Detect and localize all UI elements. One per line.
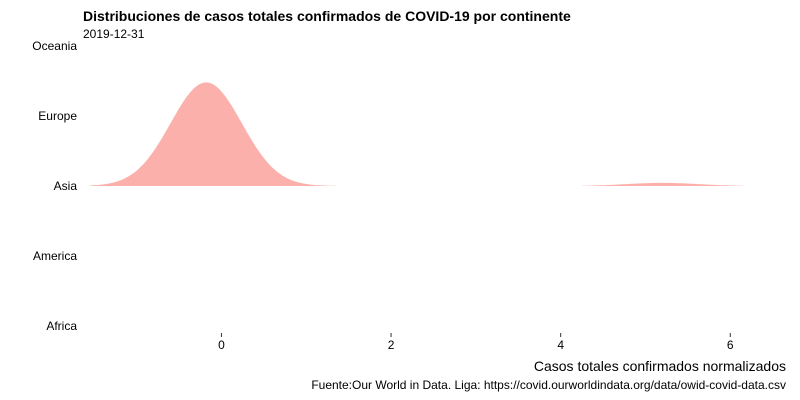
ridge-asia-1 (581, 182, 743, 186)
y-label-america: America (33, 249, 77, 263)
x-axis-label: Casos totales confirmados normalizados (534, 358, 786, 374)
chart-subtitle: 2019-12-31 (83, 27, 145, 41)
y-label-asia: Asia (54, 179, 78, 193)
chart-caption: Fuente:Our World in Data. Liga: https://… (311, 378, 786, 392)
x-tick-label: 2 (388, 338, 395, 352)
x-tick-label: 0 (218, 338, 225, 352)
ridges (90, 82, 743, 186)
y-label-europe: Europe (38, 109, 77, 123)
x-tick-label: 4 (557, 338, 564, 352)
ridge-asia-0 (90, 82, 336, 186)
x-axis: 0 2 4 6 (218, 333, 734, 352)
y-axis-labels: Africa America Asia Europe Oceania (32, 39, 77, 333)
y-label-africa: Africa (46, 319, 77, 333)
x-tick-label: 6 (727, 338, 734, 352)
chart-title: Distribuciones de casos totales confirma… (83, 8, 571, 24)
y-label-oceania: Oceania (32, 39, 77, 53)
